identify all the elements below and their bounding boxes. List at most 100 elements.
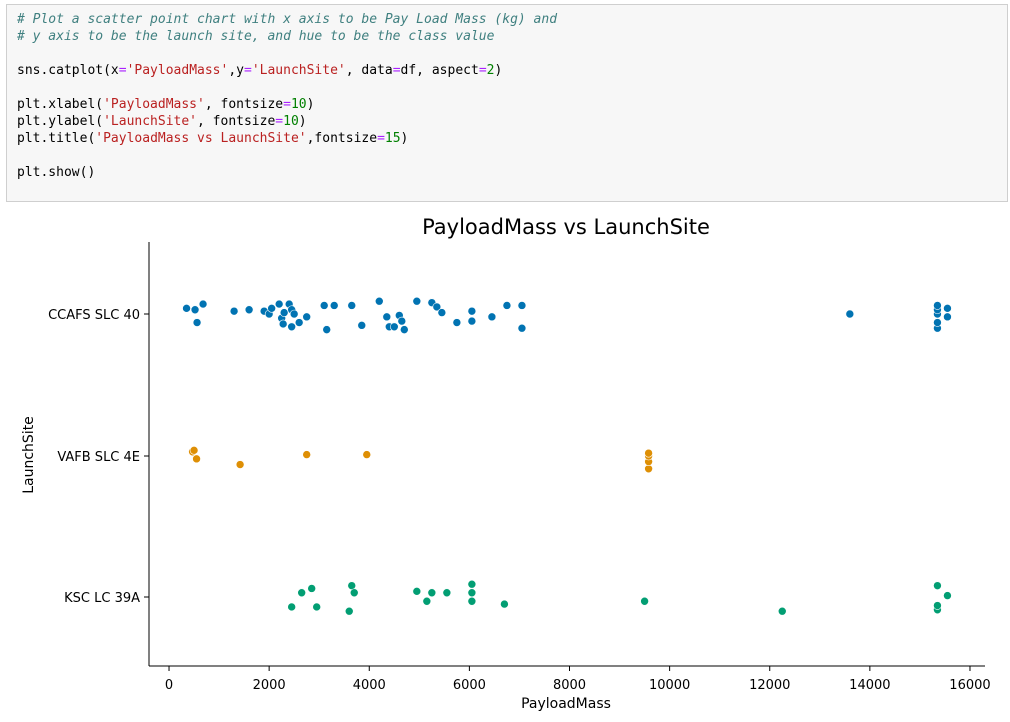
data-point	[374, 296, 384, 306]
data-point	[432, 302, 442, 312]
data-point	[452, 318, 462, 327]
code-token: )	[298, 114, 307, 129]
code-token: 10	[283, 114, 299, 129]
data-point	[244, 305, 254, 315]
code-line: plt.xlabel('PayloadMass', fontsize=10)	[17, 96, 1007, 113]
code-token: )	[306, 97, 315, 112]
code-token: plt.title(	[17, 131, 96, 146]
code-token: , fontsize	[197, 114, 276, 129]
code-token: df, aspect	[400, 63, 479, 78]
data-point	[400, 325, 409, 334]
data-point	[198, 299, 208, 309]
data-point	[192, 318, 202, 327]
code-token: )	[494, 63, 503, 78]
data-point	[943, 304, 952, 313]
data-point	[294, 318, 304, 327]
data-point	[644, 448, 653, 458]
code-token: , fontsize	[204, 97, 284, 112]
data-point	[312, 602, 322, 612]
data-point	[192, 454, 201, 464]
code-line: plt.show()	[17, 164, 1007, 181]
code-token: =	[377, 131, 385, 146]
x-tick-group: 0 2000 4000 6000 8000 10000 12000 14000 16000	[165, 666, 991, 693]
data-point	[502, 301, 512, 310]
code-token: 15	[384, 131, 401, 146]
data-point	[467, 588, 477, 598]
y-tick-label: CCAFS SLC 40	[48, 308, 140, 323]
data-point	[467, 306, 477, 316]
code-token: , data	[345, 63, 393, 78]
chart-title: PayloadMass vs LaunchSite	[422, 215, 710, 239]
data-point	[349, 588, 359, 598]
data-point	[933, 318, 942, 327]
data-point	[235, 460, 245, 469]
code-token: =	[118, 63, 127, 78]
data-point	[517, 301, 527, 310]
y-tick-group: CCAFS SLC 40 VAFB SLC 4E KSC LC 39A	[48, 308, 149, 606]
data-point	[437, 308, 447, 317]
code-token: plt.show()	[17, 165, 96, 180]
code-line: plt.title('PayloadMass vs LaunchSite',fo…	[17, 130, 1007, 147]
code-token: 'LaunchSite'	[103, 114, 198, 129]
code-token: 'PayloadMass'	[103, 97, 205, 112]
data-point	[190, 305, 200, 315]
data-point	[347, 301, 357, 310]
data-point	[467, 596, 477, 606]
code-line: # Plot a scatter point chart with x axis…	[17, 11, 1007, 28]
data-point	[845, 309, 855, 319]
code-token: 'PayloadMass'	[126, 63, 229, 78]
code-token: plt.xlabel(	[17, 97, 104, 112]
x-axis-label: PayloadMass	[521, 696, 611, 712]
code-token: 10	[290, 97, 307, 112]
data-point	[933, 581, 942, 590]
data-point	[267, 304, 276, 313]
data-point	[357, 321, 367, 330]
code-token: )	[400, 131, 409, 146]
data-point	[382, 312, 392, 322]
data-point	[500, 599, 509, 609]
code-token: 2	[486, 63, 495, 78]
code-line: # y axis to be the launch site, and hue …	[17, 28, 1007, 45]
data-point	[397, 316, 407, 326]
data-point	[422, 596, 432, 606]
data-point	[933, 301, 942, 310]
code-token: =	[478, 63, 487, 78]
x-tick-label: 8000	[553, 678, 586, 693]
x-tick-label: 10000	[649, 678, 690, 693]
x-tick-label: 14000	[849, 678, 890, 693]
code-token: # y axis to be the launch site, and hue …	[17, 29, 495, 44]
code-token: ,fontsize	[306, 131, 378, 146]
data-point	[943, 312, 952, 322]
code-line	[17, 147, 1007, 164]
data-point	[933, 601, 942, 610]
data-point	[517, 323, 527, 333]
data-point	[362, 450, 372, 459]
data-point	[467, 579, 477, 589]
data-point	[279, 308, 289, 317]
x-tick-label: 16000	[949, 678, 990, 693]
data-points	[182, 296, 952, 616]
code-line	[17, 79, 1007, 96]
code-cell[interactable]: # Plot a scatter point chart with x axis…	[6, 4, 1008, 202]
data-point	[182, 304, 191, 313]
data-point	[412, 296, 422, 306]
data-point	[427, 588, 437, 598]
x-tick-label: 2000	[253, 678, 286, 693]
x-tick-label: 6000	[453, 678, 486, 693]
x-tick-label: 12000	[749, 678, 790, 693]
data-point	[322, 325, 332, 334]
code-token: plt.ylabel(	[17, 114, 104, 129]
data-point	[319, 301, 329, 310]
data-point	[297, 588, 306, 598]
code-token: # Plot a scatter point chart with x axis…	[17, 12, 558, 27]
data-point	[640, 596, 649, 606]
data-point	[644, 464, 653, 474]
data-point	[287, 322, 296, 332]
data-point	[412, 587, 422, 596]
data-point	[302, 312, 311, 322]
code-line: plt.ylabel('LaunchSite', fontsize=10)	[17, 113, 1007, 130]
y-axis-label: LaunchSite	[21, 416, 37, 494]
x-tick-label: 0	[165, 678, 173, 693]
code-token: 'PayloadMass vs LaunchSite'	[95, 131, 307, 146]
data-point	[344, 606, 354, 616]
